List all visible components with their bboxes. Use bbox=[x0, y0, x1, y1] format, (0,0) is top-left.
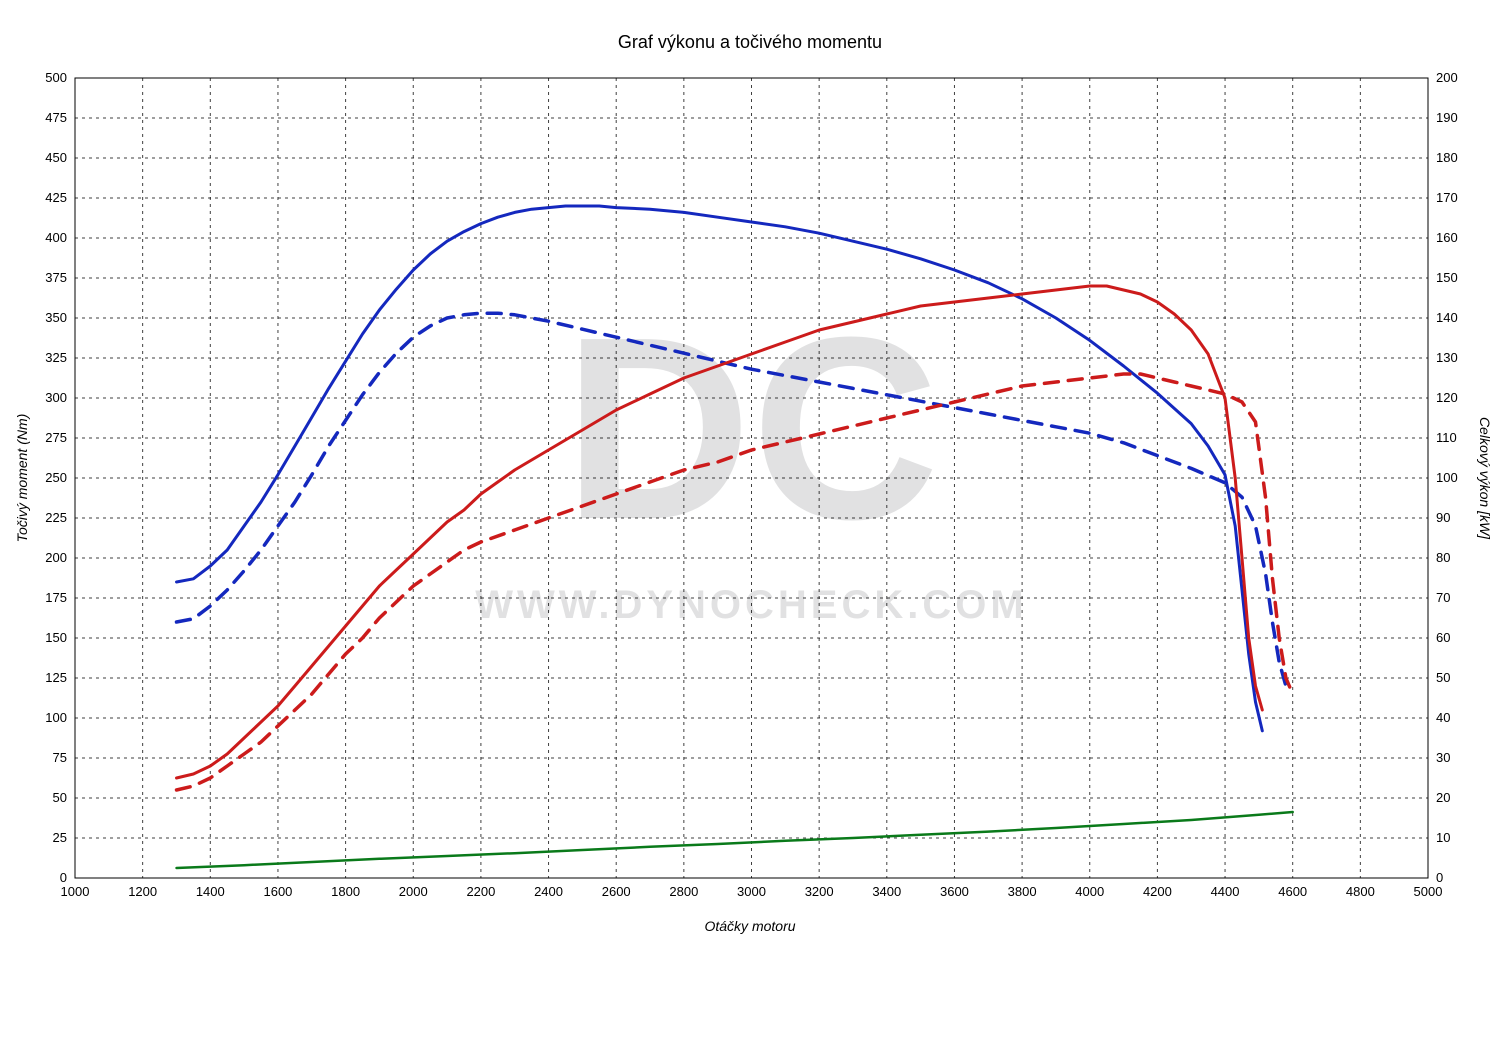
svg-text:1800: 1800 bbox=[331, 884, 360, 899]
dyno-chart: DCWWW.DYNOCHECK.COM100012001400160018002… bbox=[0, 0, 1500, 1040]
svg-text:75: 75 bbox=[53, 750, 67, 765]
svg-text:300: 300 bbox=[45, 390, 67, 405]
svg-text:500: 500 bbox=[45, 70, 67, 85]
svg-text:4400: 4400 bbox=[1211, 884, 1240, 899]
svg-text:Celkový výkon [kW]: Celkový výkon [kW] bbox=[1477, 417, 1493, 540]
svg-text:425: 425 bbox=[45, 190, 67, 205]
svg-text:3400: 3400 bbox=[872, 884, 901, 899]
svg-text:100: 100 bbox=[1436, 470, 1458, 485]
svg-text:175: 175 bbox=[45, 590, 67, 605]
svg-text:350: 350 bbox=[45, 310, 67, 325]
svg-text:0: 0 bbox=[1436, 870, 1443, 885]
svg-text:90: 90 bbox=[1436, 510, 1450, 525]
svg-text:50: 50 bbox=[53, 790, 67, 805]
svg-text:40: 40 bbox=[1436, 710, 1450, 725]
svg-text:170: 170 bbox=[1436, 190, 1458, 205]
svg-text:3000: 3000 bbox=[737, 884, 766, 899]
svg-text:3600: 3600 bbox=[940, 884, 969, 899]
svg-text:125: 125 bbox=[45, 670, 67, 685]
svg-text:150: 150 bbox=[1436, 270, 1458, 285]
svg-text:60: 60 bbox=[1436, 630, 1450, 645]
svg-text:50: 50 bbox=[1436, 670, 1450, 685]
svg-text:5000: 5000 bbox=[1414, 884, 1443, 899]
svg-text:2400: 2400 bbox=[534, 884, 563, 899]
svg-text:140: 140 bbox=[1436, 310, 1458, 325]
svg-text:4800: 4800 bbox=[1346, 884, 1375, 899]
svg-text:3200: 3200 bbox=[805, 884, 834, 899]
svg-text:80: 80 bbox=[1436, 550, 1450, 565]
svg-text:30: 30 bbox=[1436, 750, 1450, 765]
svg-text:120: 120 bbox=[1436, 390, 1458, 405]
svg-text:200: 200 bbox=[45, 550, 67, 565]
svg-text:450: 450 bbox=[45, 150, 67, 165]
svg-text:275: 275 bbox=[45, 430, 67, 445]
svg-text:100: 100 bbox=[45, 710, 67, 725]
svg-text:1400: 1400 bbox=[196, 884, 225, 899]
svg-text:4200: 4200 bbox=[1143, 884, 1172, 899]
svg-text:250: 250 bbox=[45, 470, 67, 485]
svg-text:1600: 1600 bbox=[263, 884, 292, 899]
svg-text:200: 200 bbox=[1436, 70, 1458, 85]
svg-text:70: 70 bbox=[1436, 590, 1450, 605]
svg-text:1200: 1200 bbox=[128, 884, 157, 899]
series-loss_power bbox=[177, 812, 1293, 868]
svg-text:3800: 3800 bbox=[1008, 884, 1037, 899]
svg-text:160: 160 bbox=[1436, 230, 1458, 245]
svg-text:Točivý moment (Nm): Točivý moment (Nm) bbox=[14, 414, 30, 543]
svg-text:4000: 4000 bbox=[1075, 884, 1104, 899]
svg-text:2200: 2200 bbox=[466, 884, 495, 899]
svg-text:475: 475 bbox=[45, 110, 67, 125]
svg-text:325: 325 bbox=[45, 350, 67, 365]
svg-text:20: 20 bbox=[1436, 790, 1450, 805]
svg-text:180: 180 bbox=[1436, 150, 1458, 165]
svg-text:150: 150 bbox=[45, 630, 67, 645]
svg-text:375: 375 bbox=[45, 270, 67, 285]
svg-text:25: 25 bbox=[53, 830, 67, 845]
svg-text:2800: 2800 bbox=[669, 884, 698, 899]
svg-text:4600: 4600 bbox=[1278, 884, 1307, 899]
svg-text:2000: 2000 bbox=[399, 884, 428, 899]
svg-text:110: 110 bbox=[1436, 430, 1457, 445]
svg-text:130: 130 bbox=[1436, 350, 1458, 365]
svg-text:400: 400 bbox=[45, 230, 67, 245]
svg-text:2600: 2600 bbox=[602, 884, 631, 899]
svg-text:0: 0 bbox=[60, 870, 67, 885]
svg-text:225: 225 bbox=[45, 510, 67, 525]
svg-text:10: 10 bbox=[1436, 830, 1450, 845]
svg-text:190: 190 bbox=[1436, 110, 1458, 125]
svg-text:1000: 1000 bbox=[61, 884, 90, 899]
